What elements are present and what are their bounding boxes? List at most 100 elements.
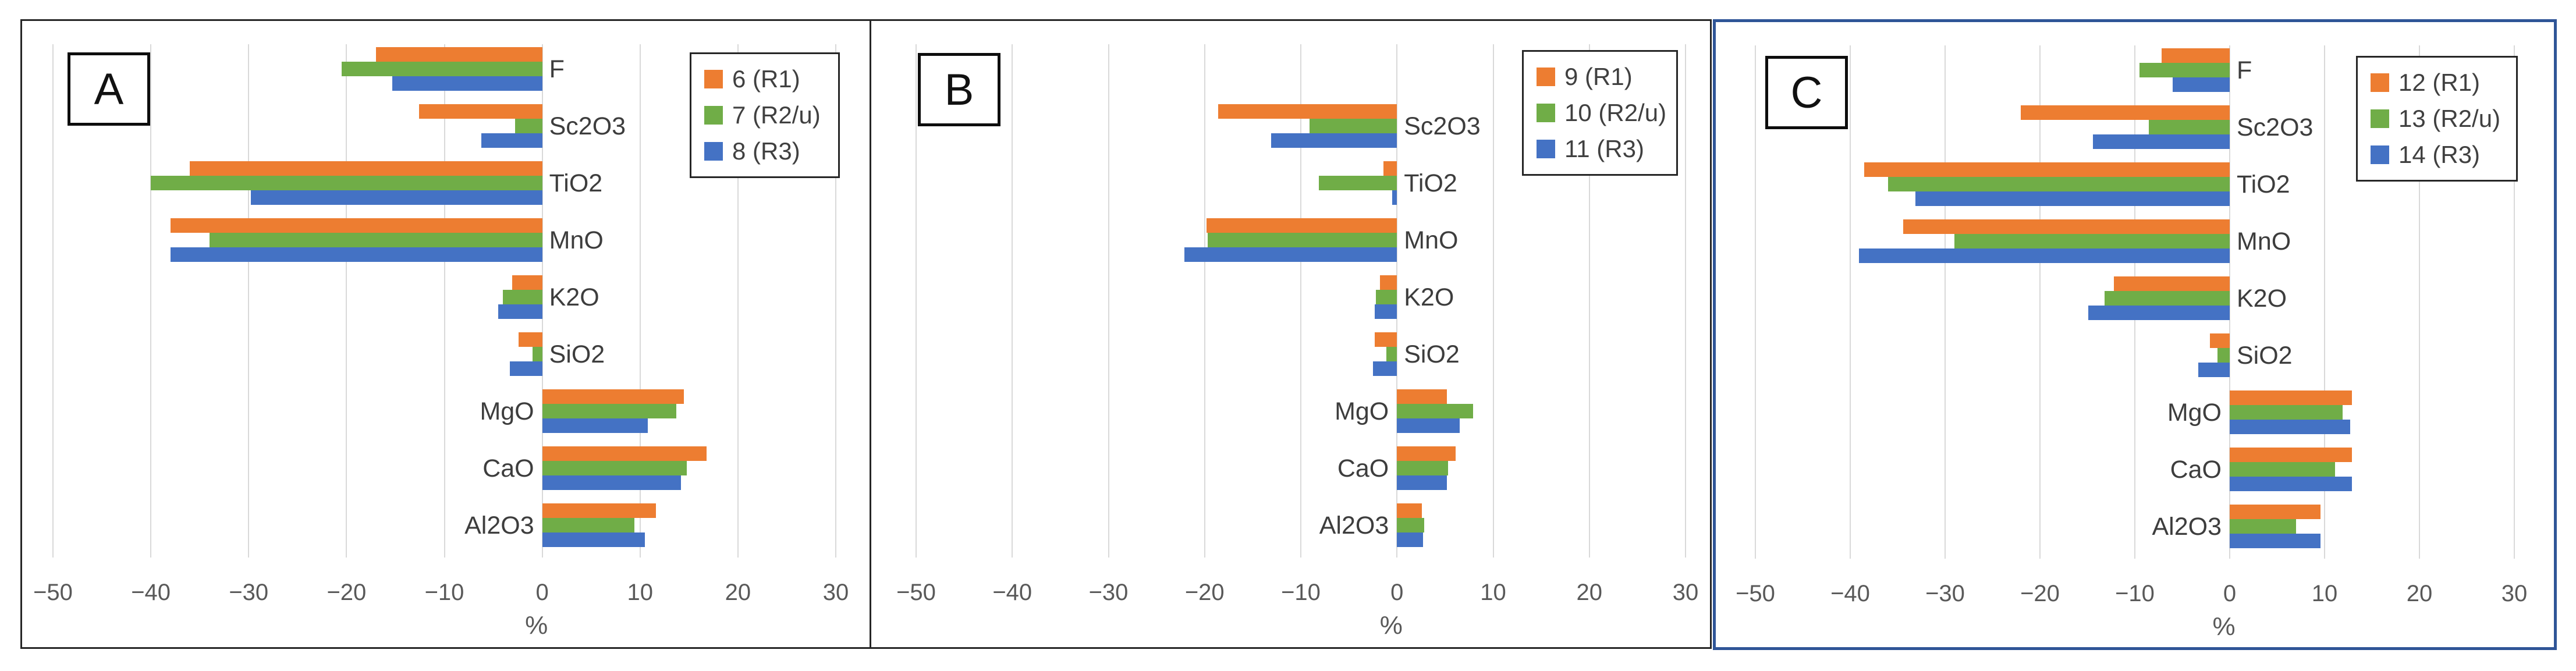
gridline [52, 44, 54, 558]
bar-r2-f [2139, 63, 2230, 77]
bar-r3-al2o3 [1397, 532, 1423, 547]
legend-entry: 14 (R3) [2371, 141, 2503, 168]
x-axis-tick: −20 [2020, 581, 2060, 606]
gridline [1108, 44, 1109, 558]
bar-r3-mno [1858, 248, 2230, 263]
bar-r2-tio2 [1888, 177, 2230, 191]
x-axis-tick: 0 [1390, 580, 1404, 605]
bar-r1-mgo [542, 389, 684, 404]
legend-swatch-r2 [1537, 104, 1555, 122]
legend: 12 (R1) 13 (R2/u) 14 (R3) [2356, 56, 2518, 182]
gridline [737, 44, 739, 558]
bar-r1-al2o3 [542, 503, 656, 518]
x-axis-tick: 0 [535, 580, 549, 605]
bar-r3-mno [1184, 247, 1397, 262]
category-label: Al2O3 [1319, 511, 1389, 539]
gridline [1012, 44, 1013, 558]
legend-swatch-r1 [2371, 73, 2389, 92]
bar-r1-sio2 [2209, 333, 2230, 348]
x-axis-tick: −10 [2115, 581, 2155, 606]
panel-letter: C [1790, 68, 1823, 118]
category-label: SiO2 [549, 340, 605, 368]
gridline [1945, 45, 1946, 559]
bar-r3-tio2 [1915, 191, 2230, 206]
bar-r1-cao [2230, 448, 2353, 462]
panel-letter: B [944, 65, 974, 115]
bar-r2-mgo [1397, 404, 1473, 418]
bar-r2-al2o3 [1397, 518, 1424, 532]
bar-r2-sc2o3 [2149, 120, 2230, 134]
category-label: MnO [2237, 227, 2291, 255]
bar-r2-mgo [2230, 405, 2343, 420]
x-axis-tick: −30 [229, 580, 269, 605]
category-label: Sc2O3 [549, 112, 626, 140]
bar-r1-k2o [2114, 276, 2230, 291]
bar-r2-tio2 [1319, 176, 1397, 190]
gridline [639, 44, 641, 558]
legend-label: 6 (R1) [732, 65, 800, 93]
gridline [2039, 45, 2041, 559]
bar-r3-k2o [1375, 304, 1397, 319]
bar-r3-sc2o3 [2093, 134, 2230, 149]
bar-r1-mno [170, 218, 542, 233]
bar-r2-f [341, 62, 542, 76]
legend-entry: 11 (R3) [1537, 136, 1663, 162]
legend-entry: 13 (R2/u) [2371, 105, 2503, 132]
x-axis-tick: 10 [1480, 580, 1506, 605]
category-label: TiO2 [549, 169, 603, 197]
bar-r3-al2o3 [542, 532, 645, 547]
panel-letter-box: A [68, 52, 150, 126]
legend-label: 10 (R2/u) [1564, 99, 1667, 126]
gridline [1204, 44, 1205, 558]
bar-r3-tio2 [1392, 190, 1397, 205]
gridline [541, 44, 543, 558]
category-label: TiO2 [2237, 170, 2290, 198]
legend-swatch-r1 [1537, 68, 1555, 86]
x-axis-tick: 10 [2311, 581, 2338, 606]
bar-r1-sio2 [1375, 332, 1397, 347]
bar-r1-mgo [2230, 390, 2353, 405]
category-label: MgO [2167, 398, 2222, 427]
legend-entry: 8 (R3) [704, 138, 825, 165]
x-axis-tick: 20 [1576, 580, 1603, 605]
bar-r2-k2o [503, 290, 542, 304]
bar-r3-sio2 [510, 361, 542, 376]
legend-entry: 9 (R1) [1537, 63, 1663, 90]
gridline [1755, 45, 1756, 559]
bar-r1-f [375, 47, 542, 62]
x-axis-tick: −30 [1088, 580, 1129, 605]
bar-r3-mgo [2230, 420, 2350, 434]
gridline [1492, 44, 1494, 558]
bar-r3-tio2 [250, 190, 542, 205]
gridline [150, 44, 152, 558]
bar-r2-cao [542, 461, 687, 475]
bar-r3-cao [1397, 475, 1447, 490]
x-axis-tick: −40 [131, 580, 171, 605]
gridline [1396, 44, 1398, 558]
bar-r1-tio2 [1864, 162, 2230, 177]
legend-label: 9 (R1) [1564, 63, 1633, 90]
legend-label: 7 (R2/u) [732, 101, 821, 129]
panel-letter-box: C [1765, 56, 1848, 129]
x-axis-tick: −40 [1830, 581, 1870, 606]
bar-r3-cao [2230, 477, 2353, 491]
gridline [1685, 44, 1686, 558]
category-label: SiO2 [2237, 341, 2293, 370]
panel-c: F Sc2O3 TiO2 MnO K2O SiO2 MgO CaO Al2O3 −50 −40 −30… [1713, 19, 2557, 650]
gridline [1300, 44, 1301, 558]
x-axis-tick: −30 [1925, 581, 1965, 606]
bar-r3-mgo [1397, 418, 1460, 433]
bar-r1-mgo [1397, 389, 1447, 404]
x-axis-tick: −40 [992, 580, 1032, 605]
category-label: CaO [482, 454, 534, 482]
gridline [2419, 45, 2420, 559]
x-axis-tick: −50 [33, 580, 73, 605]
bar-r1-k2o [512, 275, 542, 290]
category-label: CaO [2170, 455, 2222, 484]
bar-r1-mno [1207, 218, 1397, 233]
legend-entry: 6 (R1) [704, 66, 825, 93]
panel-b: Sc2O3 TiO2 MnO K2O SiO2 MgO CaO Al2O3 −50 −40 −30 −… [870, 19, 1712, 649]
bar-r3-k2o [2088, 306, 2230, 320]
gridline [1588, 44, 1590, 558]
legend-entry: 10 (R2/u) [1537, 99, 1667, 126]
